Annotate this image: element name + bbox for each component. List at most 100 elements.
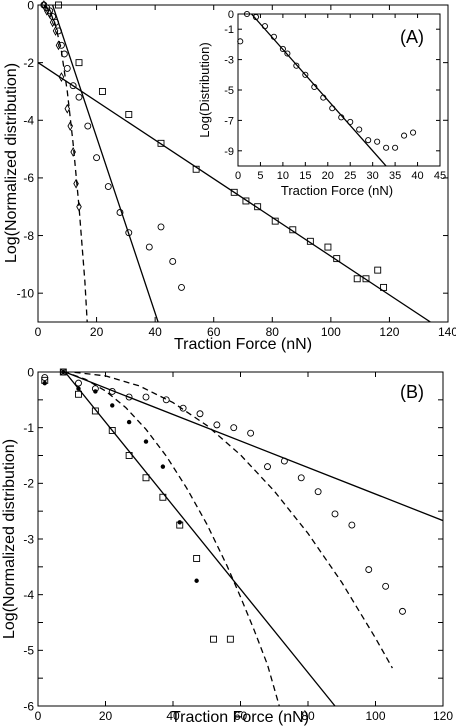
panel-a-diamond-point <box>52 26 59 36</box>
panel-a-square-point <box>333 255 341 263</box>
panel-b-fit-line-dashed <box>63 372 280 706</box>
panel-b-y-tick-label: -4 <box>23 588 34 602</box>
panel-a-circle-point <box>157 223 165 231</box>
panel-b-dot-point <box>93 389 98 394</box>
panel-b-y-axis-label: Log(Normalized distribution) <box>1 439 18 639</box>
panel-a-y-axis-label: Log(Normalized distribution) <box>3 63 20 263</box>
inset-circle-point <box>311 83 318 91</box>
panel-b-square-point <box>159 493 167 501</box>
panel-a-x-tick-label: 100 <box>321 325 341 339</box>
panel-a-y-tick-label: 0 <box>27 0 34 12</box>
panel-b-circle-point <box>280 457 288 465</box>
panel-b-square-point <box>75 390 82 398</box>
panel-a-square-point <box>271 217 279 225</box>
panel-a-diamond-point <box>49 17 56 28</box>
panel-a-circle-point <box>125 229 133 237</box>
panel-a-square-point <box>353 275 361 283</box>
panel-a-x-tick-label: 80 <box>266 325 280 339</box>
panel-a-x-tick-label: 40 <box>148 325 162 339</box>
panel-a-square-point <box>75 59 83 67</box>
panel-b-circle-point <box>382 582 390 590</box>
panel-b-circle-point <box>162 396 170 404</box>
panel-b-markers <box>41 368 406 643</box>
panel-a-circle-point <box>63 64 71 72</box>
panel-b-x-tick-label: 60 <box>234 709 248 723</box>
panel-b-circle-point <box>230 424 238 432</box>
panel-a-square-point <box>192 165 200 173</box>
inset-circle-point <box>338 114 345 121</box>
panel-b-y-tick-label: -2 <box>23 477 34 491</box>
panel-b-dot-point <box>160 464 166 469</box>
panel-a-circle-point <box>49 13 57 20</box>
panel-a-x-tick-label: 20 <box>90 325 104 339</box>
panel-b-y-tick-label: -5 <box>23 644 34 658</box>
panel-a-fit-lines <box>38 5 431 322</box>
panel-a-diamond-point <box>64 103 71 114</box>
panel-a-square-point <box>306 237 314 245</box>
panel-b-circle-point <box>75 379 82 387</box>
panel-b-square-point <box>193 555 201 562</box>
panel-b-dot-point <box>126 419 132 425</box>
panel-a-circle-point <box>57 41 65 49</box>
panel-a-x-axis-label: Traction Force (nN) <box>174 336 312 353</box>
panel-b-x-tick-label: 80 <box>301 709 315 723</box>
panel-b-dot-point <box>61 369 66 375</box>
panel-b-dot-point <box>76 386 81 391</box>
panel-b-square-point <box>125 452 133 459</box>
panel-b-label: (B) <box>400 382 424 402</box>
panel-b-circle-point <box>179 404 187 412</box>
inset-circle-point <box>374 138 381 145</box>
inset-circle-point <box>347 118 354 125</box>
panel-b-circle-point <box>365 566 373 574</box>
panel-a-square-point <box>254 203 262 211</box>
inset-circle-point <box>383 144 390 151</box>
inset-y-tick-label: -9 <box>224 146 234 158</box>
panel-a-circle-point <box>75 93 83 101</box>
inset-x-tick-label: 20 <box>322 170 334 182</box>
panel-a-y-tick-label: -8 <box>23 229 34 243</box>
panel-a-y-tick-label: -10 <box>17 287 35 301</box>
panel-a-circle-point <box>169 258 177 265</box>
panel-b-circle-point <box>264 463 271 471</box>
panel-a-diamond-point <box>58 72 65 82</box>
inset-y-tick-label: -3 <box>224 55 234 67</box>
panel-a-circle-point <box>145 243 153 251</box>
panel-a-diamond-point <box>76 201 82 212</box>
inset-x-tick-label: 0 <box>235 170 241 182</box>
inset-circle-point <box>293 62 300 69</box>
panel-b-circle-point <box>331 510 339 518</box>
panel-b-circle-point <box>297 474 305 482</box>
panel-b-y-tick-label: -1 <box>23 421 34 435</box>
inset-y-tick-label: -5 <box>224 85 234 97</box>
panel-a-circle-point <box>84 122 92 130</box>
panel-b-circle-point <box>247 429 255 437</box>
panel-a-square-point <box>242 197 250 205</box>
panel-a-x-tick-label: 0 <box>35 325 42 339</box>
panel-b-circle-point <box>196 410 204 418</box>
panel-a-circle-point <box>69 82 77 90</box>
panel-b-fit-line-dashed <box>66 372 393 669</box>
inset-x-tick-label: 10 <box>277 170 289 182</box>
panel-a-diamond-point <box>44 5 50 16</box>
panel-a-circle-point <box>116 209 124 216</box>
inset-circle-point <box>252 13 260 21</box>
inset-markers <box>237 10 417 151</box>
inset-x-tick-label: 15 <box>299 170 311 182</box>
panel-a-markers <box>40 0 388 291</box>
panel-b-circle-point <box>348 521 356 529</box>
panel-b-x-axis-label: Traction Force (nN) <box>171 709 309 726</box>
panel-a-label: (A) <box>400 27 424 47</box>
panel-b-square-point <box>59 368 67 376</box>
panel-a-square-point <box>125 111 133 118</box>
panel-a-circle-point <box>60 50 68 58</box>
panel-b-x-tick-label: 100 <box>365 709 385 723</box>
inset-circle-point <box>270 33 277 40</box>
inset-circle-point <box>392 144 399 151</box>
panel-b-circle-point <box>142 393 150 401</box>
inset-y-tick-label: -1 <box>224 24 234 36</box>
panel-b-square-point <box>142 474 150 482</box>
panel-b-dot-point <box>110 403 115 408</box>
panel-a-circle-point <box>104 183 112 191</box>
